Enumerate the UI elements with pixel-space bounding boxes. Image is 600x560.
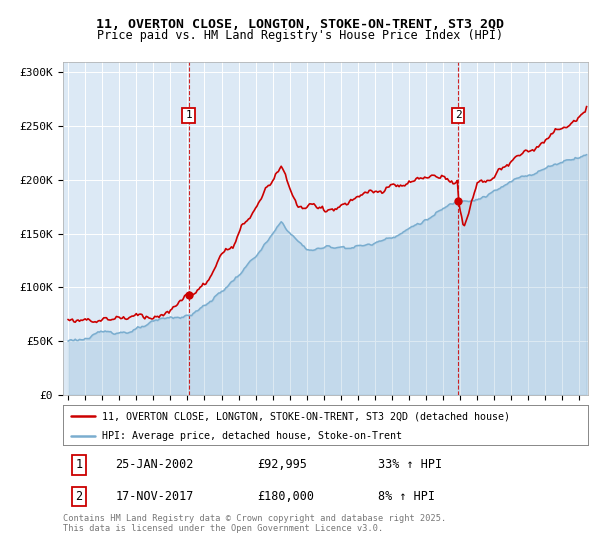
Text: 17-NOV-2017: 17-NOV-2017 [115, 490, 194, 503]
Text: Contains HM Land Registry data © Crown copyright and database right 2025.
This d: Contains HM Land Registry data © Crown c… [63, 514, 446, 534]
Text: 1: 1 [185, 110, 192, 120]
Text: 2: 2 [455, 110, 461, 120]
Text: 11, OVERTON CLOSE, LONGTON, STOKE-ON-TRENT, ST3 2QD: 11, OVERTON CLOSE, LONGTON, STOKE-ON-TRE… [96, 18, 504, 31]
Text: 1: 1 [75, 459, 82, 472]
Text: £92,995: £92,995 [257, 459, 307, 472]
Text: £180,000: £180,000 [257, 490, 314, 503]
Text: Price paid vs. HM Land Registry's House Price Index (HPI): Price paid vs. HM Land Registry's House … [97, 29, 503, 42]
Text: 25-JAN-2002: 25-JAN-2002 [115, 459, 194, 472]
Text: 11, OVERTON CLOSE, LONGTON, STOKE-ON-TRENT, ST3 2QD (detached house): 11, OVERTON CLOSE, LONGTON, STOKE-ON-TRE… [103, 411, 511, 421]
Text: 8% ↑ HPI: 8% ↑ HPI [378, 490, 435, 503]
Text: 33% ↑ HPI: 33% ↑ HPI [378, 459, 442, 472]
Text: 2: 2 [75, 490, 82, 503]
Text: HPI: Average price, detached house, Stoke-on-Trent: HPI: Average price, detached house, Stok… [103, 431, 403, 441]
